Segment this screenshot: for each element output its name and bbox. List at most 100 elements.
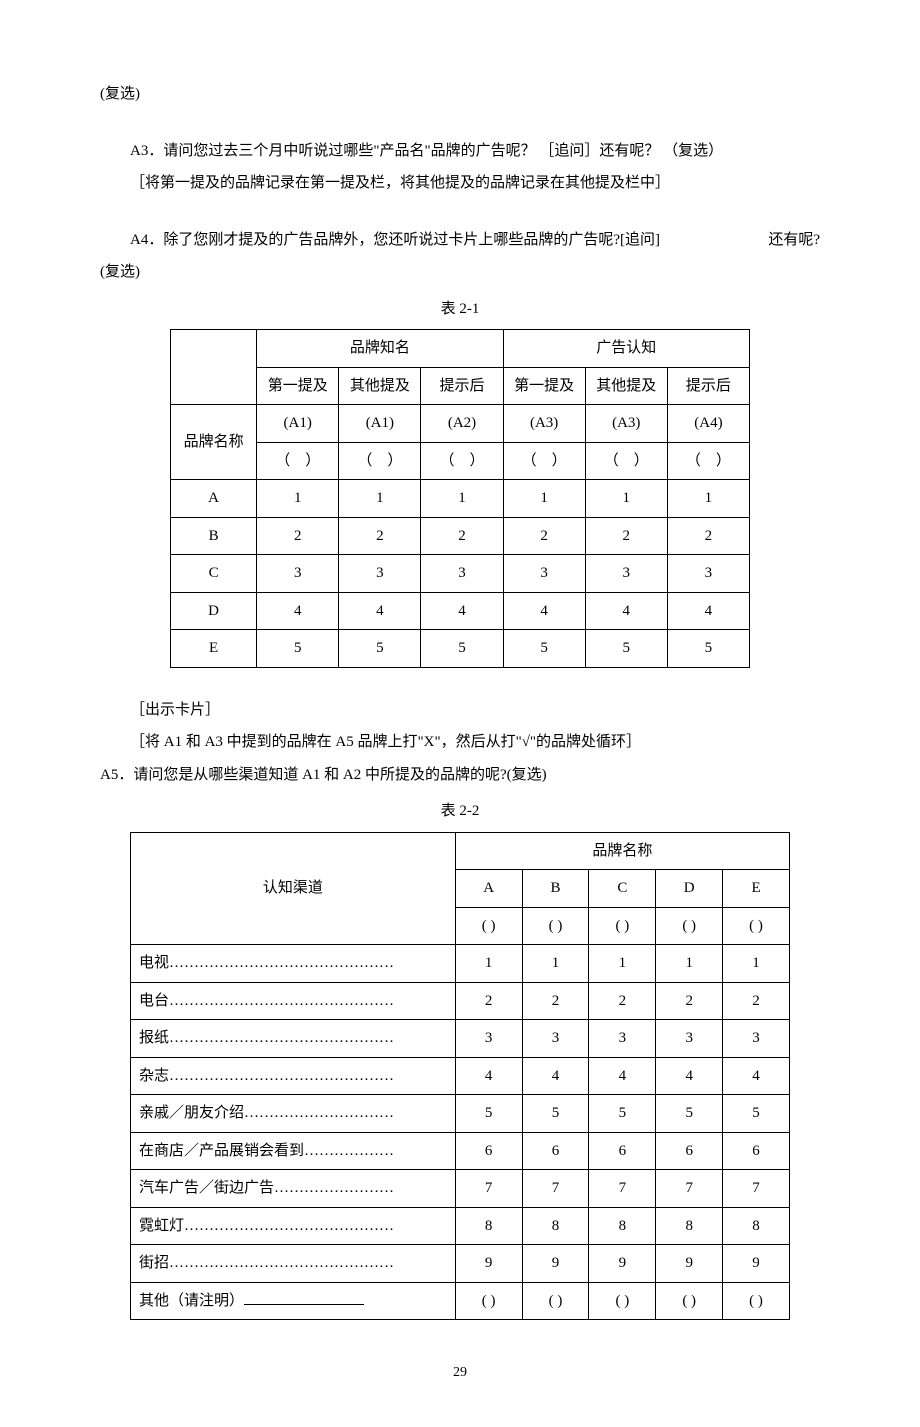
t2-cell: 2 bbox=[522, 982, 589, 1020]
t2-cell: 5 bbox=[522, 1095, 589, 1133]
t1-rowname: B bbox=[171, 517, 257, 555]
t1-cell: 4 bbox=[585, 592, 667, 630]
t2-channel: 亲戚／朋友介绍………………………… bbox=[131, 1095, 456, 1133]
t2-other-val: ( ) bbox=[455, 1282, 522, 1320]
t2-other-val: ( ) bbox=[589, 1282, 656, 1320]
t2-cell: 4 bbox=[589, 1057, 656, 1095]
table-row: E555555 bbox=[171, 630, 750, 668]
t2-other-blank[interactable] bbox=[244, 1290, 364, 1305]
table-row: 霓虹灯……………………………………88888 bbox=[131, 1207, 790, 1245]
table-row: 街招………………………………………99999 bbox=[131, 1245, 790, 1283]
t2-cell: 7 bbox=[589, 1170, 656, 1208]
t1-code: (A2) bbox=[421, 405, 503, 443]
t1-cell: 5 bbox=[585, 630, 667, 668]
t1-cell: 1 bbox=[421, 480, 503, 518]
t2-channel: 街招……………………………………… bbox=[131, 1245, 456, 1283]
inst: ［将 A1 和 A3 中提到的品牌在 A5 品牌上打"X"，然后从打"√"的品牌… bbox=[100, 728, 820, 757]
table1-caption: 表 2-1 bbox=[100, 295, 820, 324]
t2-cell: 9 bbox=[455, 1245, 522, 1283]
t2-brand: D bbox=[656, 870, 723, 908]
t2-cell: 8 bbox=[723, 1207, 790, 1245]
t1-rowname: E bbox=[171, 630, 257, 668]
t2-cell: 7 bbox=[656, 1170, 723, 1208]
table-row: 电台………………………………………22222 bbox=[131, 982, 790, 1020]
t1-cell: 2 bbox=[339, 517, 421, 555]
t2-cell: 6 bbox=[589, 1132, 656, 1170]
t1-cell: 2 bbox=[667, 517, 749, 555]
t1-cell: 1 bbox=[503, 480, 585, 518]
t1-cell: 4 bbox=[339, 592, 421, 630]
t1-cell: 4 bbox=[421, 592, 503, 630]
t2-headleft: 认知渠道 bbox=[131, 832, 456, 945]
t2-cell: 6 bbox=[522, 1132, 589, 1170]
t2-cell: 8 bbox=[455, 1207, 522, 1245]
t2-cell: 8 bbox=[589, 1207, 656, 1245]
page-number: 29 bbox=[100, 1360, 820, 1387]
table-row: A111111 bbox=[171, 480, 750, 518]
t1-paren: （ ） bbox=[257, 442, 339, 480]
t2-cell: 3 bbox=[656, 1020, 723, 1058]
t1-cell: 5 bbox=[339, 630, 421, 668]
table-row: 汽车广告／街边广告……………………77777 bbox=[131, 1170, 790, 1208]
t2-cell: 7 bbox=[455, 1170, 522, 1208]
t2-cell: 5 bbox=[656, 1095, 723, 1133]
t2-channel: 杂志……………………………………… bbox=[131, 1057, 456, 1095]
table-row: 电视………………………………………11111 bbox=[131, 945, 790, 983]
t2-brand: B bbox=[522, 870, 589, 908]
t2-paren: ( ) bbox=[589, 907, 656, 945]
t2-cell: 6 bbox=[656, 1132, 723, 1170]
t2-other-label: 其他（请注明） bbox=[131, 1282, 456, 1320]
table-row: C333333 bbox=[171, 555, 750, 593]
t1-subcols-row: 第一提及 其他提及 提示后 第一提及 其他提及 提示后 bbox=[171, 367, 750, 405]
t1-code: (A1) bbox=[339, 405, 421, 443]
t1-rowlabel: 品牌名称 bbox=[171, 405, 257, 480]
table-row: 杂志………………………………………44444 bbox=[131, 1057, 790, 1095]
t1-code: (A3) bbox=[585, 405, 667, 443]
t1-paren: （ ） bbox=[667, 442, 749, 480]
t2-cell: 9 bbox=[522, 1245, 589, 1283]
t2-cell: 8 bbox=[522, 1207, 589, 1245]
t1-paren: （ ） bbox=[585, 442, 667, 480]
t1-sub: 第一提及 bbox=[503, 367, 585, 405]
t2-paren: ( ) bbox=[723, 907, 790, 945]
t1-cell: 3 bbox=[257, 555, 339, 593]
t2-cell: 9 bbox=[723, 1245, 790, 1283]
q4: A4．除了您刚才提及的广告品牌外，您还听说过卡片上哪些品牌的广告呢?[追问] 还… bbox=[100, 226, 820, 255]
table1: 品牌知名 广告认知 第一提及 其他提及 提示后 第一提及 其他提及 提示后 品牌… bbox=[170, 329, 750, 668]
t1-codes-row: 品牌名称 (A1) (A1) (A2) (A3) (A3) (A4) bbox=[171, 405, 750, 443]
t2-cell: 2 bbox=[656, 982, 723, 1020]
t1-cell: 2 bbox=[585, 517, 667, 555]
t2-cell: 5 bbox=[589, 1095, 656, 1133]
t2-paren: ( ) bbox=[656, 907, 723, 945]
t2-cell: 2 bbox=[455, 982, 522, 1020]
t1-code: (A4) bbox=[667, 405, 749, 443]
t2-cell: 3 bbox=[589, 1020, 656, 1058]
t2-cell: 2 bbox=[589, 982, 656, 1020]
t1-rowname: D bbox=[171, 592, 257, 630]
t2-other-val: ( ) bbox=[522, 1282, 589, 1320]
t1-cell: 5 bbox=[503, 630, 585, 668]
table-row: D444444 bbox=[171, 592, 750, 630]
t1-cell: 3 bbox=[667, 555, 749, 593]
q4-label: A4． bbox=[130, 232, 163, 248]
q5: A5．请问您是从哪些渠道知道 A1 和 A2 中所提及的品牌的呢?(复选) bbox=[100, 761, 820, 790]
t1-cell: 5 bbox=[257, 630, 339, 668]
table-row: 在商店／产品展销会看到………………66666 bbox=[131, 1132, 790, 1170]
t1-cell: 1 bbox=[585, 480, 667, 518]
t1-paren: （ ） bbox=[421, 442, 503, 480]
t1-group1: 品牌知名 bbox=[257, 330, 503, 368]
t1-rowname: C bbox=[171, 555, 257, 593]
q5-label: A5． bbox=[100, 767, 133, 783]
t2-cell: 4 bbox=[723, 1057, 790, 1095]
t2-cell: 1 bbox=[455, 945, 522, 983]
t1-rowname: A bbox=[171, 480, 257, 518]
t1-sub: 提示后 bbox=[667, 367, 749, 405]
t1-group2: 广告认知 bbox=[503, 330, 749, 368]
table-row: 亲戚／朋友介绍…………………………55555 bbox=[131, 1095, 790, 1133]
t1-cell: 3 bbox=[421, 555, 503, 593]
t2-cell: 5 bbox=[455, 1095, 522, 1133]
t2-cell: 8 bbox=[656, 1207, 723, 1245]
table-row: B222222 bbox=[171, 517, 750, 555]
t2-cell: 4 bbox=[522, 1057, 589, 1095]
t1-cell: 4 bbox=[257, 592, 339, 630]
